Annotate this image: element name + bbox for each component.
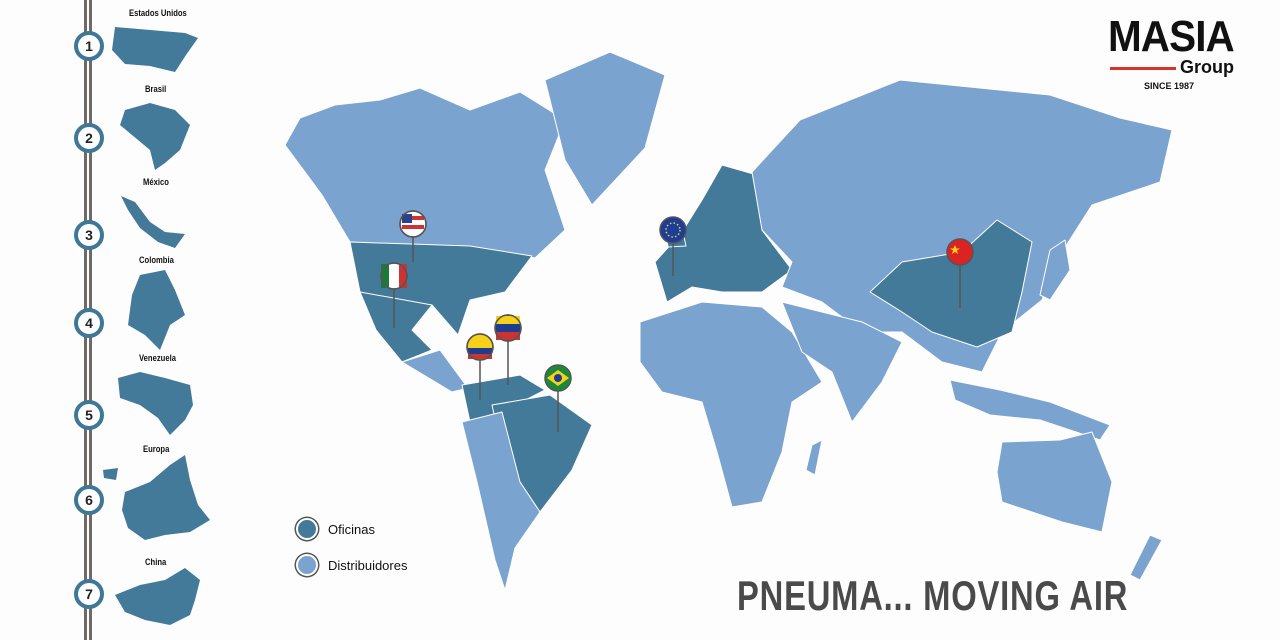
step-1: 1 bbox=[74, 31, 104, 61]
pin-mexico bbox=[380, 262, 408, 328]
label-mexico: México bbox=[143, 177, 169, 187]
label-colombia: Colombia bbox=[139, 255, 174, 265]
colombia-silhouette bbox=[128, 270, 185, 350]
pin-eu bbox=[659, 216, 687, 276]
logo-name: MASIA bbox=[1108, 12, 1235, 61]
south-america-rest bbox=[461, 411, 541, 591]
pin-colombia bbox=[466, 333, 494, 400]
logo-since: SINCE 1987 bbox=[1144, 81, 1195, 91]
mexico-silhouette bbox=[121, 196, 185, 248]
logo-group: Group bbox=[1180, 57, 1234, 77]
mexico bbox=[359, 291, 433, 363]
usa-silhouette bbox=[112, 27, 198, 72]
legend-offices: Oficinas bbox=[296, 518, 375, 540]
logo-red-bar bbox=[1110, 67, 1176, 70]
distributors-swatch bbox=[296, 554, 318, 576]
pins bbox=[380, 210, 974, 432]
step-5: 5 bbox=[74, 400, 104, 430]
legend-distributors: Distribuidores bbox=[296, 554, 407, 576]
step-4: 4 bbox=[74, 308, 104, 338]
step-7: 7 bbox=[74, 579, 104, 609]
greenland bbox=[544, 51, 666, 206]
legend-offices-label: Oficinas bbox=[328, 521, 375, 537]
brazil-silhouette bbox=[120, 103, 190, 170]
pin-brazil bbox=[544, 364, 572, 432]
europe-silhouette bbox=[103, 455, 210, 540]
new-zealand bbox=[1129, 534, 1163, 581]
country-silhouettes bbox=[103, 27, 210, 625]
masia-group-logo: MASIA Group SINCE 1987 bbox=[1108, 12, 1248, 94]
middle-east-india bbox=[781, 301, 903, 423]
slogan: PNEUMA... MOVING AIR bbox=[737, 572, 1129, 619]
russia-asia bbox=[751, 79, 1173, 373]
label-china: China bbox=[145, 557, 167, 567]
pin-china bbox=[946, 238, 974, 308]
madagascar bbox=[805, 439, 823, 476]
africa bbox=[639, 301, 823, 508]
pin-usa bbox=[399, 210, 427, 262]
australia bbox=[996, 431, 1113, 533]
offices-swatch bbox=[296, 518, 318, 540]
venezuela-silhouette bbox=[118, 372, 193, 435]
china-silhouette bbox=[115, 568, 200, 625]
canada-alaska bbox=[284, 87, 566, 259]
label-europa: Europa bbox=[143, 444, 170, 454]
step-6: 6 bbox=[74, 485, 104, 515]
step-2: 2 bbox=[74, 123, 104, 153]
label-brasil: Brasil bbox=[145, 84, 167, 94]
label-usa: Estados Unidos bbox=[129, 8, 187, 18]
japan bbox=[1039, 239, 1071, 301]
label-venezuela: Venezuela bbox=[139, 353, 177, 363]
step-3: 3 bbox=[74, 220, 104, 250]
pin-venezuela bbox=[494, 314, 522, 385]
china bbox=[869, 219, 1033, 348]
southeast-asia bbox=[949, 379, 1111, 441]
legend-distributors-label: Distribuidores bbox=[328, 557, 408, 573]
